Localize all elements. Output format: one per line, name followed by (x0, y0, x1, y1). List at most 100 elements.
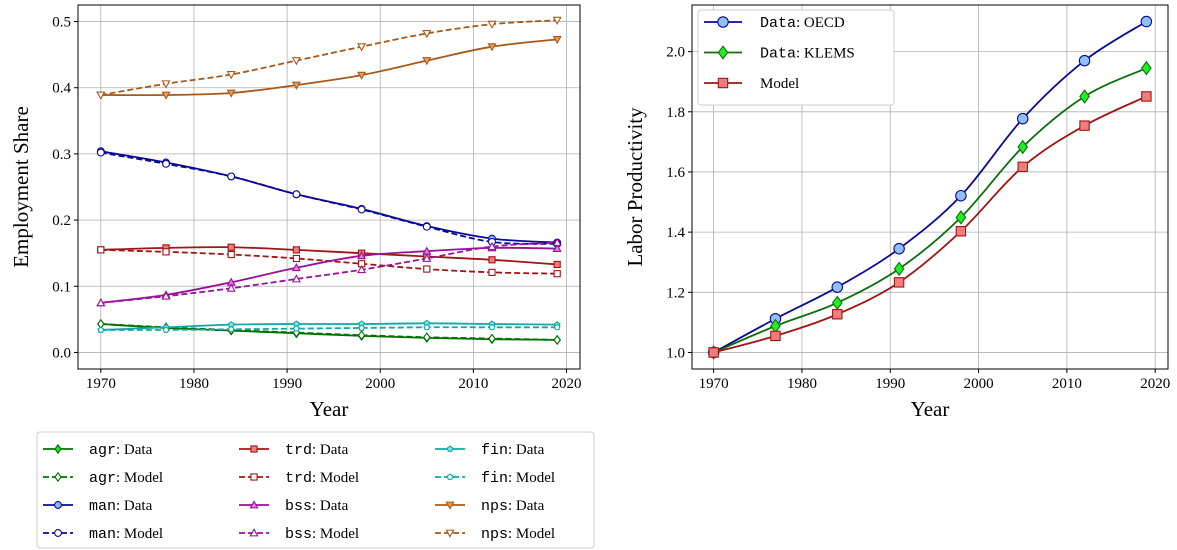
series-line (100, 241, 558, 304)
marker (488, 256, 496, 264)
plot-frame (691, 4, 1169, 370)
y-tick-label: 0.2 (52, 213, 71, 229)
marker (446, 445, 454, 452)
x-tick-label: 2010 (458, 376, 488, 392)
marker (552, 35, 562, 45)
marker (1017, 161, 1028, 173)
marker (97, 326, 105, 333)
marker (553, 270, 561, 278)
marker (553, 260, 561, 269)
series-line (100, 38, 558, 97)
x-tick-label: 2000 (365, 376, 395, 392)
marker (96, 91, 106, 100)
marker (422, 57, 432, 66)
legend-label: agr: Model (89, 470, 163, 487)
marker (770, 330, 781, 342)
marker (227, 243, 235, 251)
series-line (100, 323, 558, 341)
x-tick-label: 2020 (1140, 376, 1170, 392)
marker (717, 16, 729, 28)
legend-label: fin: Model (481, 470, 555, 487)
marker (291, 81, 301, 90)
marker (1016, 112, 1029, 125)
y-tick-label: 0.1 (52, 279, 71, 295)
marker (552, 16, 562, 25)
legend-label: trd: Data (285, 442, 349, 459)
marker (96, 148, 105, 157)
y-tick-label: 0.4 (52, 81, 71, 97)
marker (423, 323, 431, 331)
marker (423, 265, 431, 273)
marker (552, 243, 562, 252)
x-axis-label: Year (310, 397, 349, 421)
marker (357, 71, 367, 80)
marker (291, 274, 301, 283)
marker (1141, 60, 1152, 76)
series-line (713, 20, 1147, 354)
marker (487, 43, 497, 52)
legend-label: nps: Data (481, 498, 545, 515)
marker (54, 529, 62, 537)
marker (358, 324, 365, 331)
y-tick-label: 0.5 (52, 15, 71, 31)
marker (488, 268, 496, 276)
x-tick-label: 2010 (1052, 376, 1082, 392)
marker (357, 330, 366, 341)
marker (893, 277, 905, 288)
marker (893, 242, 905, 255)
marker (422, 253, 432, 262)
y-tick-label: 1.8 (666, 105, 685, 121)
marker (97, 246, 105, 254)
marker (293, 325, 300, 332)
legend-box (697, 9, 895, 106)
marker (831, 295, 843, 311)
marker (831, 281, 844, 293)
marker (487, 20, 497, 29)
y-tick-label: 1.4 (666, 225, 685, 241)
legend-label: Data: KLEMS (760, 46, 855, 63)
marker (54, 443, 62, 455)
x-tick-label: 1980 (787, 376, 817, 392)
legend-label: bss: Model (285, 526, 359, 543)
y-tick-label: 2.0 (666, 45, 685, 61)
x-tick-label: 1980 (179, 376, 209, 392)
marker (249, 500, 259, 509)
marker (161, 91, 171, 100)
y-axis-label: Labor Productivity (623, 107, 647, 267)
marker (1079, 120, 1090, 131)
x-tick-label: 2020 (551, 376, 581, 392)
y-tick-label: 1.2 (666, 285, 685, 301)
marker (488, 333, 496, 344)
marker (227, 250, 235, 259)
marker (955, 210, 967, 225)
marker (54, 471, 62, 483)
legend-label: man: Data (89, 498, 153, 515)
marker (226, 89, 236, 98)
marker (96, 298, 106, 307)
marker (1079, 89, 1090, 104)
marker (291, 57, 301, 66)
x-tick-label: 1990 (272, 376, 302, 392)
marker (226, 283, 236, 292)
marker (423, 332, 431, 343)
marker (487, 241, 497, 250)
marker (357, 205, 366, 214)
marker (291, 263, 301, 272)
marker (832, 309, 843, 320)
marker (445, 501, 455, 510)
y-tick-label: 1.0 (666, 345, 685, 361)
marker (226, 71, 236, 80)
legend-box (36, 431, 595, 549)
marker (445, 529, 455, 538)
x-tick-label: 1990 (875, 376, 905, 392)
legend-label: man: Model (89, 526, 163, 543)
legend-label: nps: Model (481, 526, 555, 543)
series-line (100, 151, 558, 245)
marker (893, 261, 905, 277)
series-line (713, 95, 1147, 354)
marker (955, 225, 967, 237)
marker (227, 325, 235, 333)
marker (488, 323, 496, 331)
marker (1141, 91, 1152, 102)
marker (446, 473, 454, 480)
